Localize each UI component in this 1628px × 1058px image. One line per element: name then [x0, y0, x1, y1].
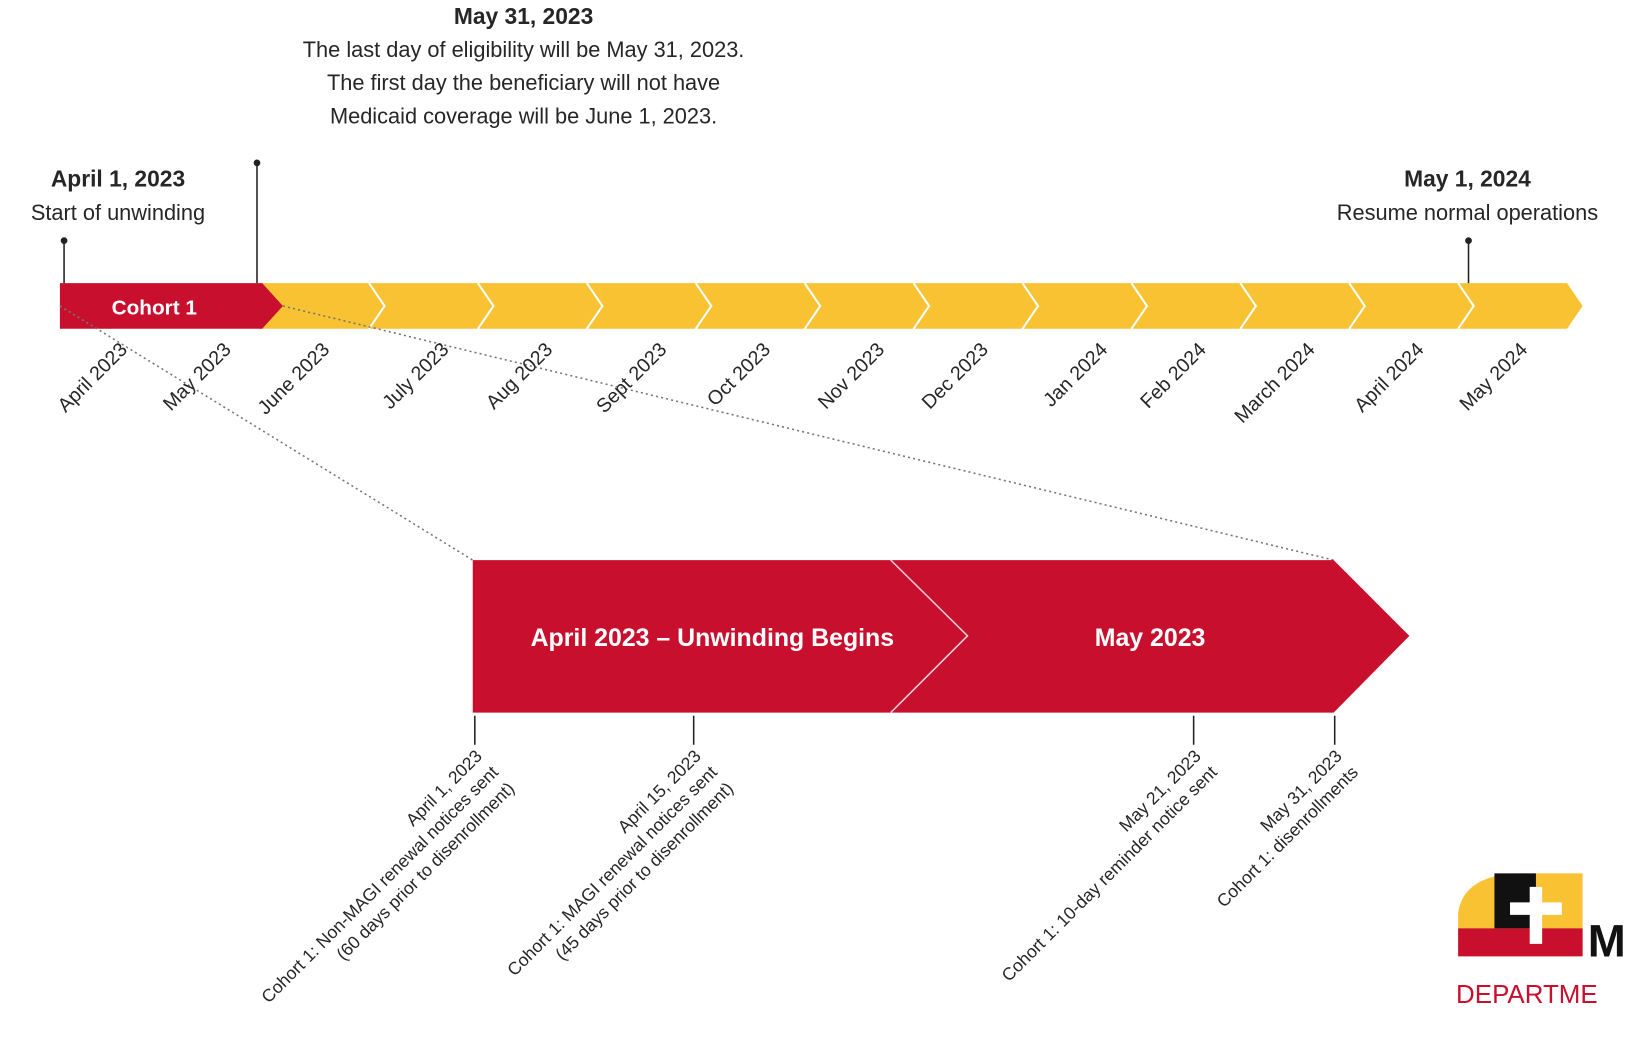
event-line: Cohort 1: 10-day reminder notice sent [998, 762, 1221, 985]
event-line: Cohort 1: Non-MAGI renewal notices sent [257, 762, 502, 1007]
callout-text: Medicaid coverage will be June 1, 2023. [330, 103, 717, 128]
event-line: Cohort 1: MAGI renewal notices sent [503, 762, 721, 980]
year-bar [260, 283, 1583, 329]
month-label: Sept 2023 [592, 339, 671, 418]
month-label: March 2024 [1230, 339, 1319, 428]
chevron [694, 282, 713, 330]
chevron [1457, 282, 1475, 330]
chevron [585, 282, 604, 330]
month-label: June 2023 [254, 339, 335, 420]
month-label: April 2024 [1350, 339, 1428, 417]
callout-text: Resume normal operations [1337, 200, 1598, 225]
chevron [803, 282, 822, 330]
segment-label: April 2023 – Unwinding Begins [531, 624, 895, 652]
month-label: May 2024 [1456, 339, 1533, 416]
event-line: Cohort 1: disenrollments [1213, 762, 1362, 911]
chevron [1021, 282, 1040, 330]
month-label: Nov 2023 [814, 339, 889, 414]
segment-label: May 2023 [1095, 624, 1206, 652]
callout-text: The first day the beneficiary will not h… [327, 70, 720, 95]
month-label: May 2023 [159, 339, 236, 416]
month-label: Oct 2023 [703, 339, 775, 411]
month-label: Jan 2024 [1039, 339, 1112, 412]
cohort-label: Cohort 1 [112, 296, 197, 319]
chevron [1239, 282, 1258, 330]
event-label: May 31, 2023Cohort 1: disenrollments [1197, 746, 1362, 911]
detail-divider [890, 559, 969, 714]
chevron-dividers [368, 282, 1475, 330]
logo: M DEPARTME [1456, 873, 1626, 1009]
pins [60, 159, 1472, 284]
callout-text: Start of unwinding [31, 200, 205, 225]
month-label: July 2023 [378, 339, 453, 414]
event-label: May 21, 2023Cohort 1: 10-day reminder no… [981, 746, 1221, 986]
callout-title: April 1, 2023 [51, 166, 185, 192]
callout-title: May 1, 2024 [1404, 166, 1531, 192]
callout-text: The last day of eligibility will be May … [303, 37, 745, 62]
event-label: April 15, 2023Cohort 1: MAGI renewal not… [487, 746, 737, 996]
month-label: April 2023 [54, 339, 132, 417]
month-label: Feb 2024 [1136, 339, 1210, 413]
chevron [1348, 282, 1367, 330]
zoom-lines [59, 305, 1334, 561]
month-label: Dec 2023 [918, 339, 993, 414]
chevron [912, 282, 931, 330]
month-label: Aug 2023 [482, 339, 557, 414]
chevron [1130, 282, 1149, 330]
chevron [368, 282, 386, 330]
event-label: April 1, 2023Cohort 1: Non-MAGI renewal … [241, 746, 518, 1023]
cohort-bar [59, 283, 283, 329]
detail-block [472, 560, 1410, 713]
logo-letter: M [1588, 915, 1626, 966]
callout-title: May 31, 2023 [454, 3, 593, 29]
logo-text: DEPARTME [1456, 981, 1598, 1009]
chevron [477, 282, 495, 330]
